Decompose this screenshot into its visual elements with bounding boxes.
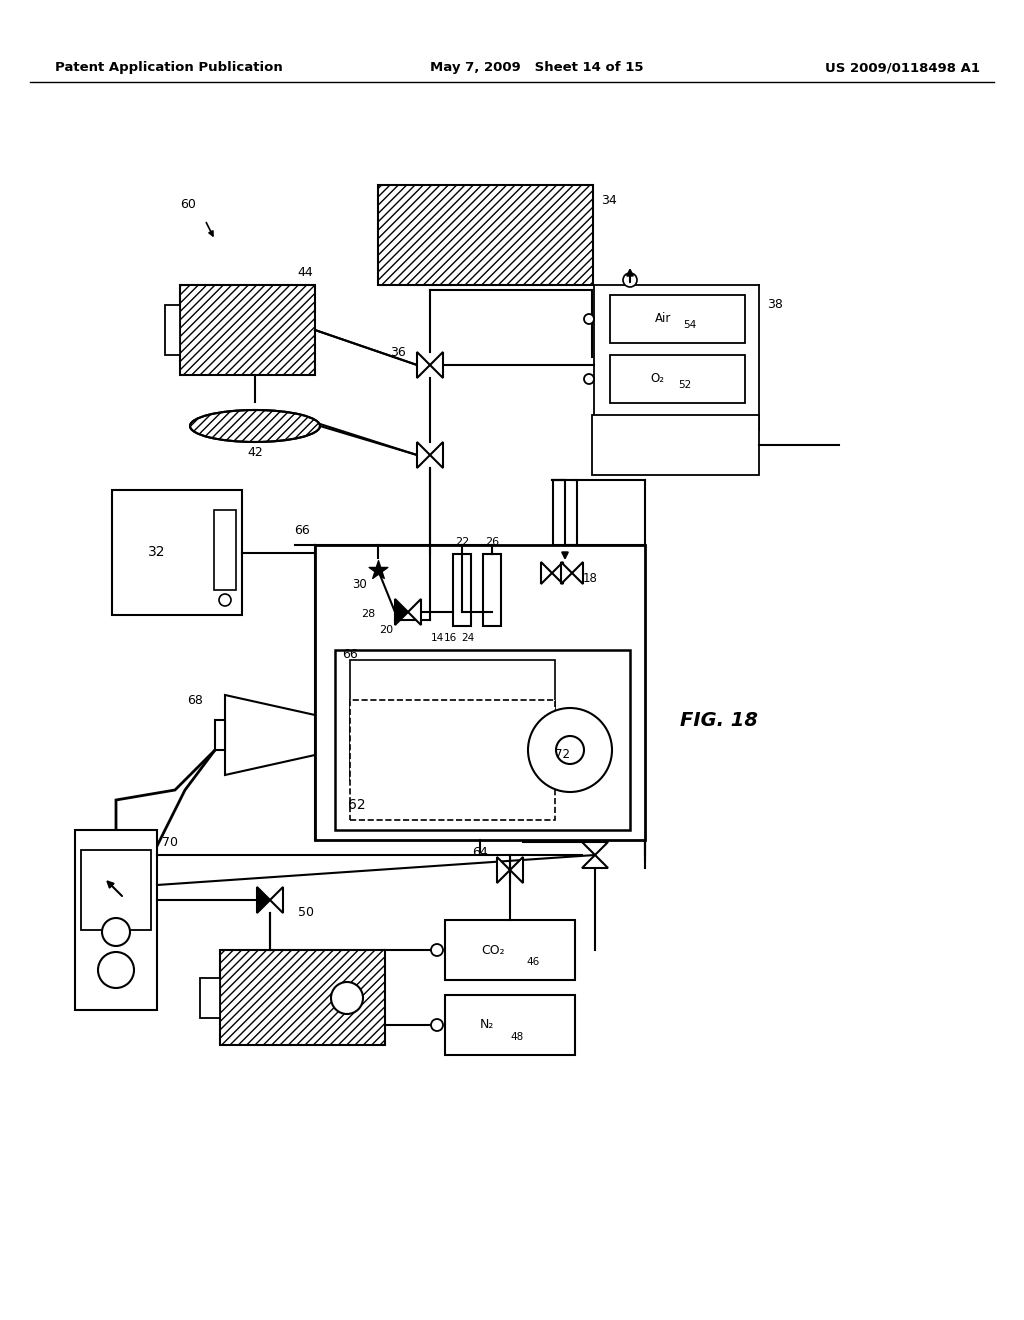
Text: 18: 18: [583, 572, 597, 585]
Text: Air: Air: [655, 313, 672, 326]
Polygon shape: [541, 562, 552, 583]
Bar: [112, 490, 242, 615]
Text: 14: 14: [430, 634, 443, 643]
Polygon shape: [582, 842, 608, 855]
Text: 24: 24: [462, 634, 475, 643]
Circle shape: [528, 708, 612, 792]
Polygon shape: [225, 696, 315, 775]
Text: O₂: O₂: [650, 372, 664, 385]
Bar: [610, 355, 745, 403]
Circle shape: [431, 944, 443, 956]
Text: US 2009/0118498 A1: US 2009/0118498 A1: [825, 62, 980, 74]
Text: May 7, 2009   Sheet 14 of 15: May 7, 2009 Sheet 14 of 15: [430, 62, 643, 74]
Text: Patent Application Publication: Patent Application Publication: [55, 62, 283, 74]
Polygon shape: [215, 719, 225, 750]
Circle shape: [431, 1019, 443, 1031]
Text: 70: 70: [162, 836, 178, 849]
Text: 50: 50: [298, 906, 314, 919]
Polygon shape: [395, 599, 408, 624]
Text: 28: 28: [360, 609, 375, 619]
Bar: [378, 185, 593, 285]
Text: 30: 30: [352, 578, 368, 591]
Text: 68: 68: [187, 693, 203, 706]
Circle shape: [556, 737, 584, 764]
Text: 72: 72: [555, 748, 569, 762]
Polygon shape: [417, 442, 430, 469]
Text: 60: 60: [180, 198, 196, 211]
Bar: [315, 545, 645, 840]
Text: 48: 48: [510, 1032, 523, 1041]
Text: 36: 36: [390, 346, 406, 359]
Polygon shape: [430, 352, 443, 378]
Text: 66: 66: [342, 648, 357, 661]
Circle shape: [623, 273, 637, 286]
Text: 26: 26: [485, 537, 499, 546]
Polygon shape: [497, 857, 510, 883]
Bar: [445, 920, 575, 979]
Text: 54: 54: [683, 319, 696, 330]
Circle shape: [584, 314, 594, 323]
Polygon shape: [257, 887, 270, 913]
Text: CO₂: CO₂: [481, 944, 505, 957]
Bar: [200, 978, 220, 1018]
Text: 42: 42: [247, 446, 263, 459]
Text: 62: 62: [348, 799, 366, 812]
Circle shape: [102, 917, 130, 946]
Text: 66: 66: [294, 524, 310, 536]
Polygon shape: [417, 352, 430, 378]
Circle shape: [219, 594, 231, 606]
Text: 44: 44: [297, 267, 313, 280]
Text: 52: 52: [678, 380, 691, 389]
Bar: [81, 850, 151, 931]
Bar: [220, 950, 385, 1045]
Polygon shape: [561, 562, 572, 583]
Bar: [335, 649, 630, 830]
Polygon shape: [572, 562, 583, 583]
Bar: [350, 700, 555, 820]
Polygon shape: [408, 599, 421, 624]
Text: 22: 22: [455, 537, 469, 546]
Circle shape: [98, 952, 134, 987]
Bar: [180, 285, 315, 375]
Bar: [453, 554, 471, 626]
Text: 38: 38: [767, 298, 783, 312]
Text: 16: 16: [443, 634, 457, 643]
Text: 46: 46: [526, 957, 540, 968]
Text: 64: 64: [472, 846, 487, 858]
Circle shape: [584, 374, 594, 384]
Ellipse shape: [190, 411, 319, 442]
Text: FIG. 18: FIG. 18: [680, 710, 758, 730]
Text: 34: 34: [601, 194, 616, 206]
Point: [370, 560, 386, 581]
Bar: [350, 660, 555, 780]
Polygon shape: [582, 855, 608, 869]
Text: N₂: N₂: [480, 1019, 495, 1031]
Polygon shape: [510, 857, 523, 883]
Text: 32: 32: [148, 545, 166, 558]
Bar: [445, 995, 575, 1055]
Bar: [165, 305, 180, 355]
Bar: [214, 510, 236, 590]
Polygon shape: [270, 887, 283, 913]
Polygon shape: [430, 442, 443, 469]
Bar: [75, 830, 157, 1010]
Circle shape: [331, 982, 362, 1014]
Text: 20: 20: [379, 624, 393, 635]
Bar: [483, 554, 501, 626]
Bar: [592, 414, 759, 475]
Bar: [610, 294, 745, 343]
Bar: [553, 480, 577, 545]
Polygon shape: [552, 562, 563, 583]
